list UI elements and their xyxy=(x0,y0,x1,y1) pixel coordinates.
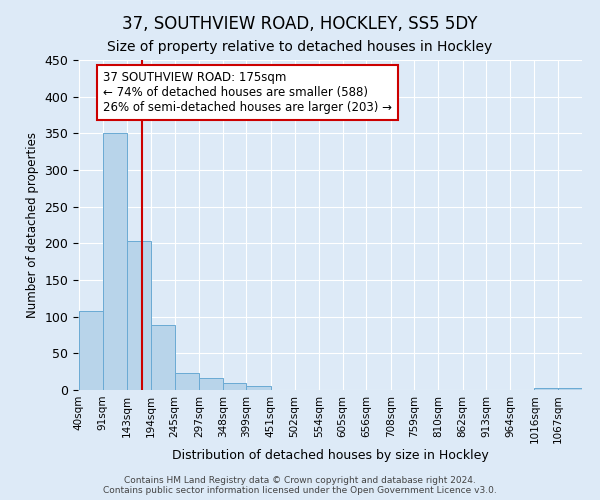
Bar xyxy=(175,373,199,390)
Bar xyxy=(127,241,151,390)
Bar xyxy=(199,378,223,390)
Bar xyxy=(223,382,247,390)
Bar xyxy=(151,326,175,390)
Bar xyxy=(247,386,271,390)
Y-axis label: Number of detached properties: Number of detached properties xyxy=(26,132,39,318)
Bar xyxy=(535,388,558,390)
Bar xyxy=(103,134,127,390)
Text: 37 SOUTHVIEW ROAD: 175sqm
← 74% of detached houses are smaller (588)
26% of semi: 37 SOUTHVIEW ROAD: 175sqm ← 74% of detac… xyxy=(103,71,392,114)
Bar xyxy=(558,388,582,390)
Text: Contains HM Land Registry data © Crown copyright and database right 2024.
Contai: Contains HM Land Registry data © Crown c… xyxy=(103,476,497,495)
X-axis label: Distribution of detached houses by size in Hockley: Distribution of detached houses by size … xyxy=(172,449,488,462)
Bar xyxy=(79,311,103,390)
Text: Size of property relative to detached houses in Hockley: Size of property relative to detached ho… xyxy=(107,40,493,54)
Text: 37, SOUTHVIEW ROAD, HOCKLEY, SS5 5DY: 37, SOUTHVIEW ROAD, HOCKLEY, SS5 5DY xyxy=(122,15,478,33)
